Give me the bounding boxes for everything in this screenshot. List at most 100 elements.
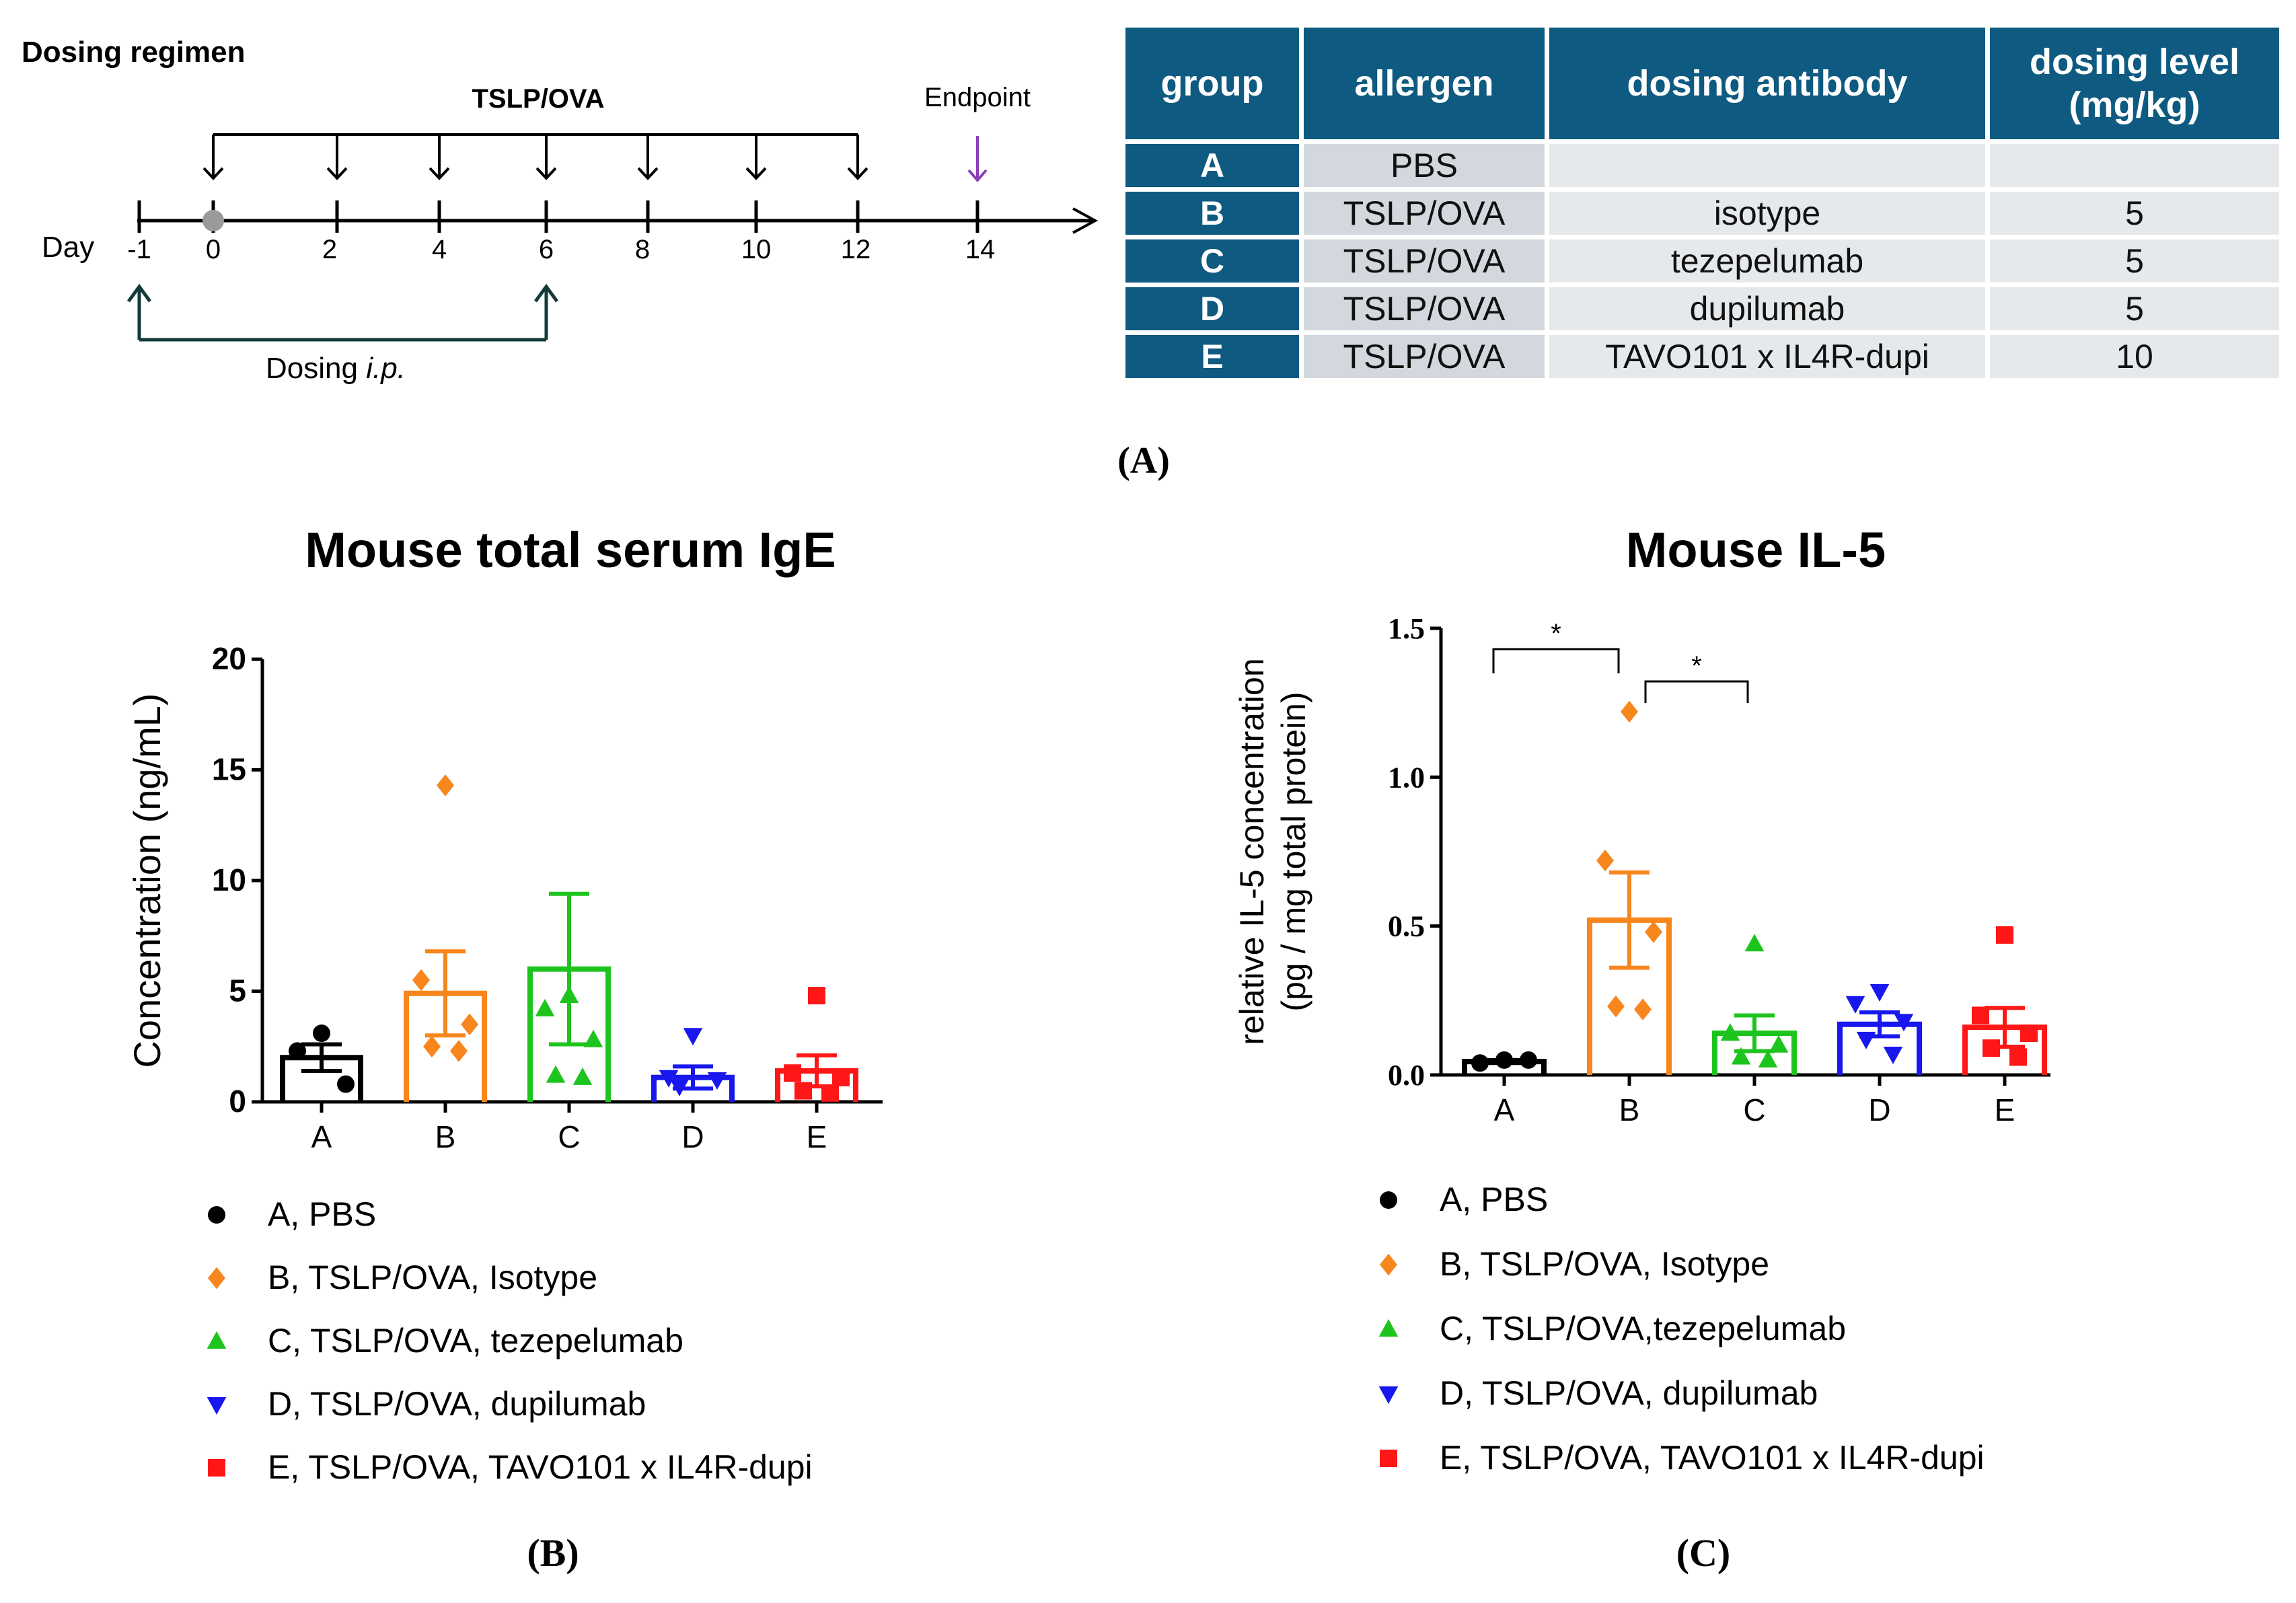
data-point-triangle-down xyxy=(683,1028,703,1046)
y-tick-label: 20 xyxy=(212,641,246,676)
chart-title: Mouse IL-5 xyxy=(1626,522,1886,578)
panel-a-caption: (A) xyxy=(1117,440,1170,482)
y-tick-label: 0 xyxy=(229,1084,246,1119)
legend-label: A, PBS xyxy=(1440,1181,1548,1218)
cell-level: 10 xyxy=(1990,335,2279,378)
data-point-triangle-up xyxy=(572,1067,593,1085)
header-group: group xyxy=(1125,28,1299,139)
cell-level: 5 xyxy=(1990,287,2279,330)
cell-level: 5 xyxy=(1990,192,2279,235)
data-point-circle xyxy=(337,1075,355,1093)
day-tick: 0 xyxy=(206,235,221,264)
day-tick: 8 xyxy=(635,235,650,264)
data-point-square xyxy=(784,1064,801,1082)
x-tick-label: A xyxy=(311,1119,332,1154)
table-row: C TSLP/OVA tezepelumab 5 xyxy=(1125,239,2279,283)
header-level-line1: dosing level xyxy=(2029,42,2240,82)
y-tick-label: 0.0 xyxy=(1388,1059,1425,1092)
dosing-label: Dosing i.p. xyxy=(266,352,406,385)
cell-allergen: TSLP/OVA xyxy=(1304,287,1545,330)
x-tick-label: C xyxy=(1743,1092,1765,1127)
table-row: A PBS xyxy=(1125,144,2279,187)
panel-caption: (B) xyxy=(527,1531,579,1575)
legend-label: E, TSLP/OVA, TAVO101 x IL4R-dupi xyxy=(268,1448,813,1486)
y-axis-label-line1: relative IL-5 concentration xyxy=(1233,658,1271,1045)
legend-label: A, PBS xyxy=(268,1195,376,1233)
x-tick-label: C xyxy=(558,1119,580,1154)
legend-label: B, TSLP/OVA, Isotype xyxy=(1440,1245,1769,1283)
table-row: B TSLP/OVA isotype 5 xyxy=(1125,192,2279,235)
legend-label: C, TSLP/OVA, tezepelumab xyxy=(268,1322,683,1359)
data-point-diamond xyxy=(450,1040,468,1062)
day-tick: 14 xyxy=(965,235,996,264)
day-tick: 6 xyxy=(539,235,554,264)
data-point-diamond xyxy=(412,969,430,992)
data-point-triangle-down xyxy=(1894,1014,1914,1032)
data-point-triangle-down xyxy=(1869,984,1890,1002)
data-point-diamond xyxy=(461,1013,478,1036)
cell-antibody: TAVO101 x IL4R-dupi xyxy=(1549,335,1985,378)
cell-group: E xyxy=(1125,335,1299,378)
data-point-square xyxy=(1996,926,2013,944)
data-point-diamond xyxy=(208,1267,225,1290)
il5-chart: Mouse IL-5 relative IL-5 concentration (pg… xyxy=(1233,522,2050,1575)
data-point-circle xyxy=(313,1024,330,1043)
data-point-square xyxy=(1972,1006,1989,1024)
endpoint-label: Endpoint xyxy=(924,83,1031,112)
data-point-triangle-up xyxy=(559,985,579,1004)
cell-antibody xyxy=(1549,144,1985,187)
x-tick-label: D xyxy=(681,1119,704,1154)
cell-allergen: PBS xyxy=(1304,144,1545,187)
x-tick-label: E xyxy=(807,1119,827,1154)
y-tick-label: 0.5 xyxy=(1388,910,1425,943)
data-point-circle xyxy=(1471,1054,1489,1072)
day-label: Day xyxy=(42,231,94,264)
cell-antibody: tezepelumab xyxy=(1549,239,1985,283)
data-point-triangle-up xyxy=(207,1331,227,1349)
day-tick: 10 xyxy=(741,235,772,264)
header-level-line2: (mg/kg) xyxy=(2069,85,2200,125)
cell-allergen: TSLP/OVA xyxy=(1304,239,1545,283)
y-tick-label: 1.5 xyxy=(1388,612,1425,645)
day-tick: 4 xyxy=(432,235,447,264)
data-point-diamond xyxy=(1634,998,1652,1020)
table-row: E TSLP/OVA TAVO101 x IL4R-dupi 10 xyxy=(1125,335,2279,378)
data-point-diamond xyxy=(1645,921,1662,943)
challenge-bracket xyxy=(202,133,868,180)
x-tick-label: A xyxy=(1494,1092,1515,1127)
cell-group: A xyxy=(1125,144,1299,187)
data-point-diamond xyxy=(1380,1253,1397,1276)
cell-allergen: TSLP/OVA xyxy=(1304,192,1545,235)
header-allergen: allergen xyxy=(1304,28,1545,139)
cell-level: 5 xyxy=(1990,239,2279,283)
cell-allergen: TSLP/OVA xyxy=(1304,335,1545,378)
data-point-square xyxy=(794,1082,812,1100)
x-tick-label: E xyxy=(1995,1092,2015,1127)
x-tick-label: B xyxy=(1619,1092,1640,1127)
data-point-square xyxy=(2009,1048,2027,1066)
data-point-diamond xyxy=(1596,850,1614,872)
dosing-bracket xyxy=(126,283,559,342)
data-point-triangle-up xyxy=(1769,1035,1789,1053)
day-zero-marker xyxy=(202,210,224,231)
chart-title: Mouse total serum IgE xyxy=(305,522,836,578)
data-point-triangle-up xyxy=(1744,934,1765,952)
data-point-diamond xyxy=(437,774,454,796)
cell-group: B xyxy=(1125,192,1299,235)
cell-antibody: dupilumab xyxy=(1549,287,1985,330)
data-point-triangle-up xyxy=(1378,1319,1399,1337)
data-point-triangle-up xyxy=(546,1065,566,1083)
header-level: dosing level (mg/kg) xyxy=(1990,28,2279,139)
endpoint-arrow xyxy=(967,136,988,183)
data-point-diamond xyxy=(423,1035,441,1057)
data-point-circle xyxy=(289,1042,306,1060)
data-point-square xyxy=(832,1068,850,1086)
header-antibody: dosing antibody xyxy=(1549,28,1985,139)
data-point-circle xyxy=(1520,1051,1537,1069)
data-point-triangle-down xyxy=(659,1070,679,1088)
day-tick: -1 xyxy=(127,235,151,264)
cell-antibody: isotype xyxy=(1549,192,1985,235)
panel-caption: (C) xyxy=(1676,1531,1731,1575)
cell-level xyxy=(1990,144,2279,187)
cell-group: C xyxy=(1125,239,1299,283)
